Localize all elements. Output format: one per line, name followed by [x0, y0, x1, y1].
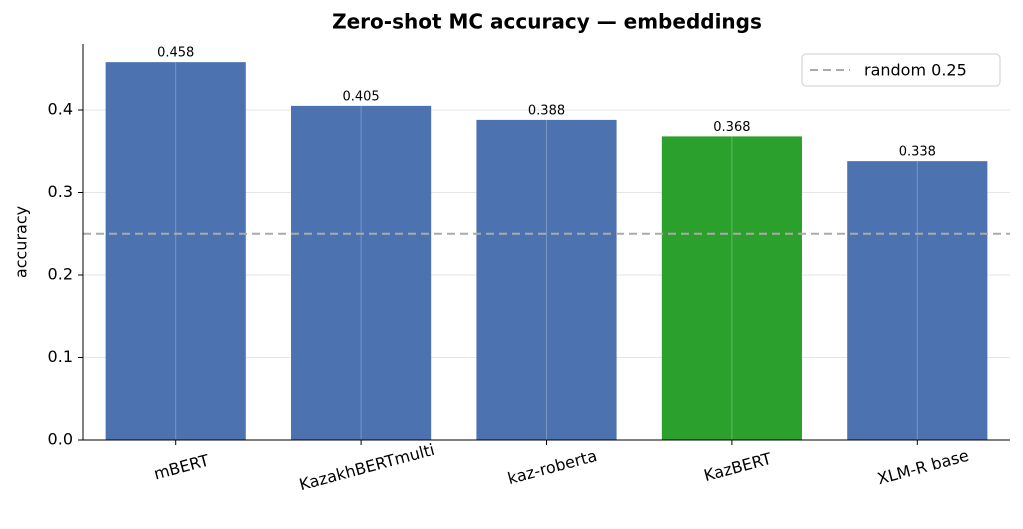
value-label: 0.368 [713, 120, 750, 135]
y-tick-label: 0.0 [48, 430, 73, 449]
value-label: 0.458 [157, 46, 194, 61]
bar [105, 62, 246, 441]
x-tick-label: KazBERT [702, 449, 774, 485]
x-tick-label: kaz-roberta [506, 446, 599, 488]
legend-box [801, 53, 1001, 87]
value-label: 0.405 [342, 89, 379, 104]
bar [291, 105, 432, 440]
chart-title: Zero-shot MC accuracy — embeddings [332, 10, 762, 34]
overlay [175, 44, 918, 440]
bars [105, 62, 988, 441]
y-tick-label: 0.3 [48, 182, 73, 201]
legend-label: random 0.25 [864, 61, 967, 80]
value-label: 0.338 [899, 145, 936, 160]
bar [476, 119, 617, 441]
x-tick-label: KazakhBERTmulti [297, 440, 436, 494]
y-axis-label: accuracy [12, 206, 31, 278]
y-tick-label: 0.4 [48, 100, 73, 119]
bar [847, 161, 988, 440]
y-tick-label: 0.2 [48, 265, 73, 284]
bar [661, 136, 802, 440]
x-tick-label: XLM-R base [875, 446, 971, 489]
x-tick-label: mBERT [152, 451, 212, 484]
value-label: 0.388 [528, 103, 565, 118]
y-tick-label: 0.1 [48, 347, 73, 366]
